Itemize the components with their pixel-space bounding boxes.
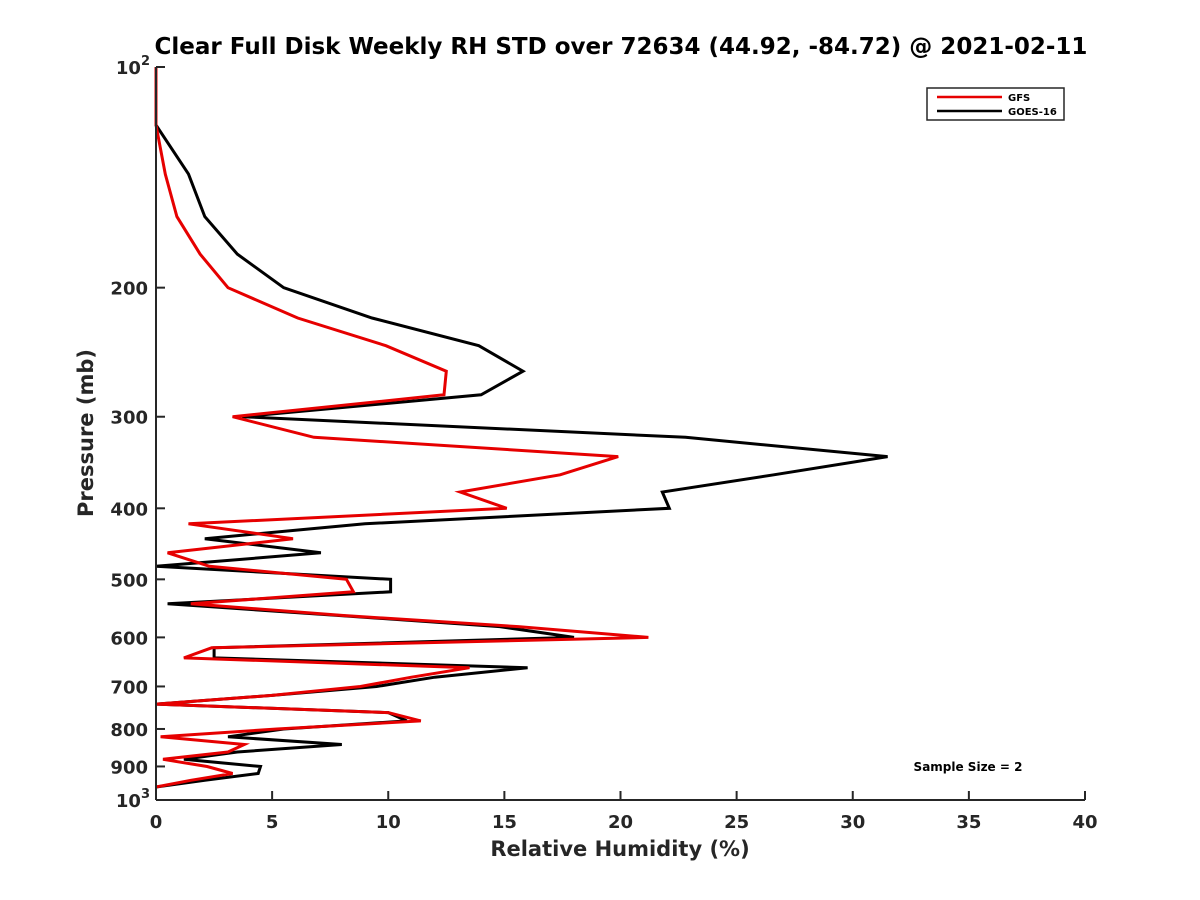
x-tick-label: 35: [956, 812, 981, 833]
sample-size-annotation: Sample Size = 2: [914, 760, 1023, 774]
legend-label-gfs: GFS: [1008, 93, 1030, 104]
x-tick-label: 15: [492, 812, 517, 833]
y-tick-label: 400: [110, 499, 148, 520]
x-axis-label: Relative Humidity (%): [490, 837, 749, 861]
series-lines-layer: [154, 67, 888, 789]
x-tick-label: 30: [840, 812, 865, 833]
chart-title: Clear Full Disk Weekly RH STD over 72634…: [155, 34, 1088, 60]
series-line-gfs: [154, 67, 649, 789]
y-tick-label: 500: [110, 570, 148, 591]
legend-label-goes16: GOES-16: [1008, 107, 1057, 118]
y-tick-label: 600: [110, 628, 148, 649]
series-line-goes-16: [154, 67, 888, 789]
x-tick-label: 10: [376, 812, 401, 833]
x-tick-label: 0: [150, 812, 163, 833]
ticks-layer: 0 5 10 15 20 25 30 35 40 102 200 300 400 500 600 700 800…: [110, 54, 1097, 833]
y-tick-label: 103: [116, 787, 150, 812]
y-tick-label: 300: [110, 408, 148, 429]
y-tick-label: 200: [110, 279, 148, 300]
legend-box: [926, 87, 1065, 121]
y-tick-label: 900: [110, 757, 148, 778]
y-tick-label: 102: [116, 54, 150, 79]
x-tick-label: 20: [608, 812, 633, 833]
x-tick-label: 25: [724, 812, 749, 833]
y-tick-label: 700: [110, 677, 148, 698]
y-axis-label: Pressure (mb): [74, 349, 98, 517]
x-tick-label: 40: [1072, 812, 1097, 833]
y-tick-label: 800: [110, 720, 148, 741]
legend: GFS GOES-16: [926, 87, 1065, 121]
x-tick-label: 5: [266, 812, 279, 833]
